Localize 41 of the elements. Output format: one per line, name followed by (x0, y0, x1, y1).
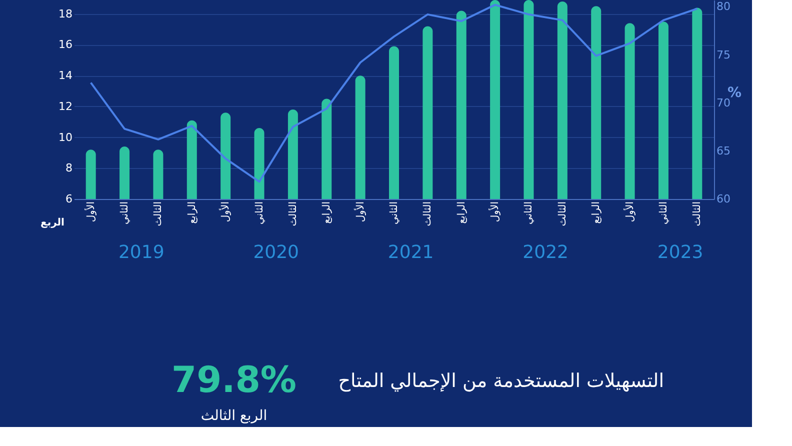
x-tick-label: الأول (488, 202, 502, 222)
text: 2023 (657, 242, 704, 263)
x-tick-label: الثالث (422, 202, 434, 226)
line-series (90, 4, 698, 183)
text: 79.8% (172, 360, 296, 401)
y-tick-label: 14 (58, 69, 72, 82)
y-tick-label: 6 (66, 192, 72, 206)
x-tick-label: الرابع (456, 202, 468, 224)
x-tick-label: الثاني (524, 202, 535, 225)
y2-tick-label: 75 (716, 48, 730, 62)
x-tick-label: الرابع (186, 202, 198, 224)
x-tick-label: الثاني (658, 202, 670, 225)
x-tick-label: الثالث (153, 202, 164, 226)
x-tick-label: الأول (353, 202, 366, 222)
text: 2022 (522, 242, 568, 263)
y-tick-label: 10 (58, 130, 72, 144)
text: 2019 (118, 242, 164, 263)
x-axis-title: الربع (40, 218, 64, 228)
text: 2020 (253, 242, 300, 263)
x-tick-label: الأول (218, 202, 232, 222)
x-tick-label: الأول (622, 202, 636, 222)
y-tick-label: 8 (66, 162, 72, 175)
x-tick-label: الثاني (120, 202, 131, 225)
y2-tick-label: 80 (716, 0, 730, 14)
y-tick-label: 16 (58, 38, 72, 52)
y-tick-label: 18 (58, 7, 72, 20)
x-tick-label: الثالث (692, 202, 704, 226)
y2-tick-label: 70 (716, 96, 730, 110)
x-tick-label: الثاني (389, 202, 400, 225)
text: الربع الثالث (200, 408, 268, 424)
y2-tick-label: 65 (716, 144, 730, 158)
text: 2021 (388, 242, 434, 263)
x-tick-label: الرابع (591, 202, 602, 224)
x-tick-label: الأول (84, 202, 97, 222)
y2-tick-label: 60 (716, 192, 730, 206)
x-tick-label: الرابع (322, 202, 333, 224)
y-tick-label: 12 (58, 100, 72, 113)
x-tick-label: الثالث (557, 202, 568, 226)
x-tick-label: الثالث (288, 202, 299, 226)
x-tick-label: الثاني (254, 202, 266, 225)
text: التسهيلات المستخدمة من الإجمالي المتاح (338, 370, 664, 392)
